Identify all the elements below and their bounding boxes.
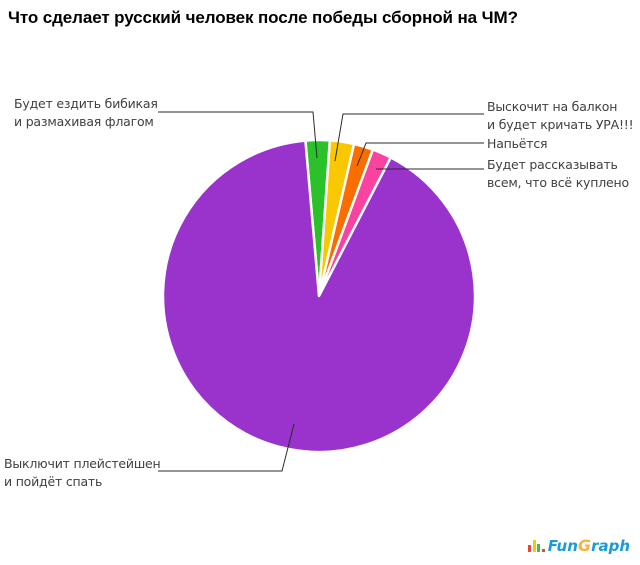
callout-all-bought-line2: всем, что всё куплено	[487, 175, 629, 190]
callout-playstation-sleep-line1: Выключит плейстейшен	[4, 456, 161, 471]
chart-title: Что сделает русский человек после победы…	[8, 8, 518, 27]
callout-get-drunk-line1: Напьётся	[487, 136, 548, 151]
leader-line-honk-flag	[158, 111, 318, 159]
callout-honk-flag-line2: и размахивая флагом	[14, 114, 154, 129]
callout-all-bought-line1: Будет рассказывать	[487, 157, 618, 172]
callout-playstation-sleep-line2: и пойдёт спать	[4, 474, 103, 489]
pie-slice-playstation-sleep	[161, 139, 477, 454]
callout-honk-flag-line1: Будет ездить бибикая	[14, 96, 158, 111]
fungraph-wordmark: FunGraph	[547, 536, 630, 555]
leader-line-playstation-sleep	[158, 423, 295, 472]
callout-get-drunk: Напьётся	[487, 135, 548, 153]
bar-chart-icon	[528, 540, 545, 554]
callout-balcony-ura-line2: и будет кричать УРА!!!	[487, 117, 634, 132]
fungraph-logo: FunGraph	[528, 538, 630, 554]
callout-playstation-sleep: Выключит плейстейшен и пойдёт спать	[4, 455, 161, 491]
callout-balcony-ura-line1: Выскочит на балкон	[487, 99, 618, 114]
callout-honk-flag: Будет ездить бибикая и размахивая флагом	[14, 95, 158, 131]
callout-balcony-ura: Выскочит на балкон и будет кричать УРА!!…	[487, 98, 634, 134]
leader-line-balcony-ura	[334, 113, 484, 162]
leader-line-get-drunk	[356, 142, 484, 167]
callout-all-bought: Будет рассказывать всем, что всё куплено	[487, 156, 629, 192]
